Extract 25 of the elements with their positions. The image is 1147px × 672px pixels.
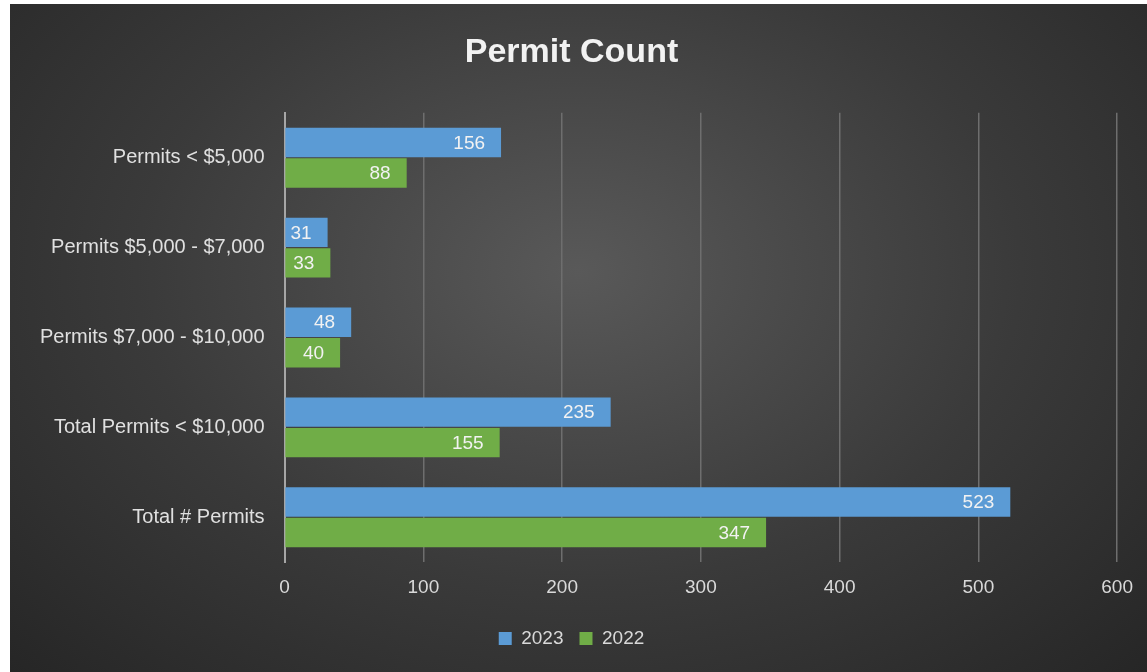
data-label: 88 bbox=[369, 162, 391, 184]
x-tick-label: 100 bbox=[407, 575, 440, 597]
chart-title: Permit Count bbox=[464, 30, 679, 69]
data-label: 235 bbox=[562, 401, 595, 423]
data-label: 156 bbox=[453, 131, 486, 153]
data-label: 523 bbox=[962, 491, 995, 513]
data-label: 33 bbox=[293, 252, 315, 274]
data-label: 155 bbox=[451, 431, 484, 453]
legend-label: 2022 bbox=[602, 626, 645, 648]
x-tick-label: 500 bbox=[962, 575, 995, 597]
data-label: 40 bbox=[302, 342, 325, 364]
y-tick-label: Permits $5,000 - $7,000 bbox=[51, 235, 265, 258]
data-label: 347 bbox=[718, 521, 751, 543]
x-tick-label: 300 bbox=[685, 575, 717, 597]
data-label: 48 bbox=[314, 311, 336, 333]
y-tick-label: Permits < $5,000 bbox=[112, 145, 265, 168]
y-tick-label: Total # Permits bbox=[132, 504, 265, 527]
data-label: 31 bbox=[290, 221, 312, 243]
x-tick-label: 0 bbox=[279, 575, 290, 597]
x-tick-label: 400 bbox=[823, 575, 856, 597]
x-tick-label: 200 bbox=[546, 575, 578, 597]
x-tick-label: 600 bbox=[1101, 575, 1133, 597]
legend-label: 2023 bbox=[521, 626, 564, 648]
y-tick-label: Permits $7,000 - $10,000 bbox=[39, 325, 265, 348]
y-tick-label: Total Permits < $10,000 bbox=[53, 414, 265, 437]
